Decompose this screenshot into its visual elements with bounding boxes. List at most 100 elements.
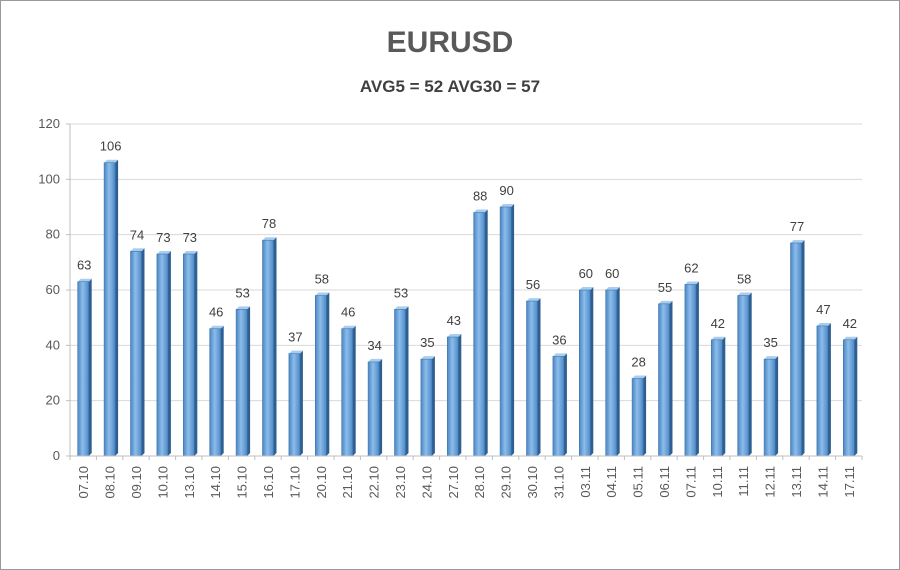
bar-top bbox=[368, 358, 383, 362]
bar bbox=[763, 356, 779, 457]
bar bbox=[552, 353, 567, 457]
bar-side bbox=[247, 306, 251, 456]
bar-front bbox=[314, 295, 327, 457]
bar-top bbox=[500, 204, 515, 207]
x-tick-label: 10.11 bbox=[710, 466, 725, 498]
bar bbox=[314, 292, 330, 457]
bar-side bbox=[220, 325, 224, 456]
data-label: 106 bbox=[100, 139, 122, 154]
data-label: 53 bbox=[235, 285, 249, 300]
data-label: 88 bbox=[473, 189, 487, 204]
bar-top bbox=[552, 353, 567, 357]
bar-side bbox=[511, 204, 515, 456]
bar-top bbox=[579, 287, 594, 290]
bar-top bbox=[341, 325, 356, 329]
bar-side bbox=[748, 292, 752, 456]
x-tick-label: 28.10 bbox=[472, 466, 487, 499]
x-tick-label: 22.10 bbox=[367, 466, 382, 499]
data-label: 63 bbox=[77, 258, 91, 273]
data-label: 60 bbox=[579, 266, 593, 281]
x-tick-label: 03.11 bbox=[578, 466, 593, 498]
x-tick-label: 06.11 bbox=[657, 466, 672, 498]
y-tick-label: 40 bbox=[46, 337, 60, 352]
x-tick-label: 13.10 bbox=[182, 466, 197, 499]
bar-side bbox=[141, 248, 145, 456]
bar-top bbox=[526, 298, 541, 302]
bar-front bbox=[790, 242, 802, 457]
data-label: 60 bbox=[605, 266, 619, 281]
bar-front bbox=[658, 303, 670, 457]
data-label: 56 bbox=[526, 277, 540, 292]
x-axis: 07.10 08.10 09.10 10.10 13.10 14.10 15.10 16.10… bbox=[69, 455, 863, 499]
bar-front bbox=[130, 250, 142, 457]
x-tick-label: 17.10 bbox=[287, 466, 302, 499]
bar-top bbox=[790, 239, 805, 243]
bar-top bbox=[605, 287, 620, 290]
bar-top bbox=[843, 336, 858, 340]
data-label: 36 bbox=[552, 332, 566, 347]
bar bbox=[262, 237, 277, 457]
x-tick-label: 23.10 bbox=[393, 466, 408, 499]
bar-side bbox=[722, 336, 726, 456]
data-label: 42 bbox=[711, 316, 725, 331]
data-label: 77 bbox=[790, 219, 804, 234]
bar-top bbox=[315, 292, 330, 296]
bar-top bbox=[420, 356, 435, 360]
x-tick-label: 29.10 bbox=[499, 466, 514, 499]
bar-front bbox=[420, 358, 433, 457]
bar-side bbox=[167, 251, 171, 456]
bar-top bbox=[394, 306, 409, 310]
x-tick-label: 10.10 bbox=[155, 466, 170, 499]
bar bbox=[288, 350, 303, 457]
y-axis: 0 20 40 60 80 100 120 bbox=[38, 116, 71, 463]
x-tick-label: 05.11 bbox=[631, 466, 646, 498]
bar-top bbox=[658, 300, 673, 304]
bar bbox=[130, 248, 145, 457]
bar-front bbox=[473, 212, 486, 457]
x-tick-label: 24.10 bbox=[419, 466, 434, 499]
x-tick-label: 30.10 bbox=[525, 466, 540, 499]
x-tick-label: 21.10 bbox=[340, 466, 355, 499]
x-tick-label: 08.10 bbox=[103, 466, 118, 499]
bar-top bbox=[262, 237, 277, 241]
bar-top bbox=[816, 322, 831, 326]
bar-front bbox=[763, 358, 776, 457]
bar-top bbox=[632, 375, 647, 379]
bar-front bbox=[367, 361, 380, 457]
bar-front bbox=[235, 309, 248, 457]
y-tick-label: 0 bbox=[53, 448, 60, 463]
bar-side bbox=[590, 287, 594, 456]
bar-front bbox=[77, 281, 89, 457]
bar-top bbox=[130, 248, 145, 252]
data-label: 46 bbox=[209, 305, 223, 320]
bar-side bbox=[326, 292, 330, 456]
y-tick-label: 20 bbox=[46, 393, 60, 408]
bar bbox=[156, 251, 171, 457]
x-tick-label: 13.11 bbox=[789, 466, 804, 498]
bar-side bbox=[616, 287, 620, 456]
bar bbox=[103, 159, 119, 457]
data-label: 42 bbox=[843, 316, 857, 331]
bar-top bbox=[104, 159, 119, 163]
bar-side bbox=[352, 325, 356, 456]
bar bbox=[367, 358, 383, 457]
x-tick-label: 07.11 bbox=[683, 466, 698, 498]
x-tick-label: 17.11 bbox=[842, 466, 857, 498]
chart-title: EURUSD bbox=[386, 26, 514, 59]
data-label: 37 bbox=[288, 330, 302, 345]
bar-front bbox=[684, 284, 697, 457]
bar bbox=[77, 278, 92, 457]
bar bbox=[183, 251, 198, 457]
data-label: 35 bbox=[420, 335, 434, 350]
data-label: 47 bbox=[816, 302, 830, 317]
bar bbox=[737, 292, 752, 457]
bar-top bbox=[447, 334, 462, 338]
bar-front bbox=[262, 239, 274, 457]
bar bbox=[605, 287, 620, 457]
bar-top bbox=[77, 278, 92, 282]
data-label: 58 bbox=[737, 272, 751, 287]
y-tick-label: 120 bbox=[38, 116, 60, 131]
data-label: 35 bbox=[763, 335, 777, 350]
bar-front bbox=[209, 328, 221, 457]
